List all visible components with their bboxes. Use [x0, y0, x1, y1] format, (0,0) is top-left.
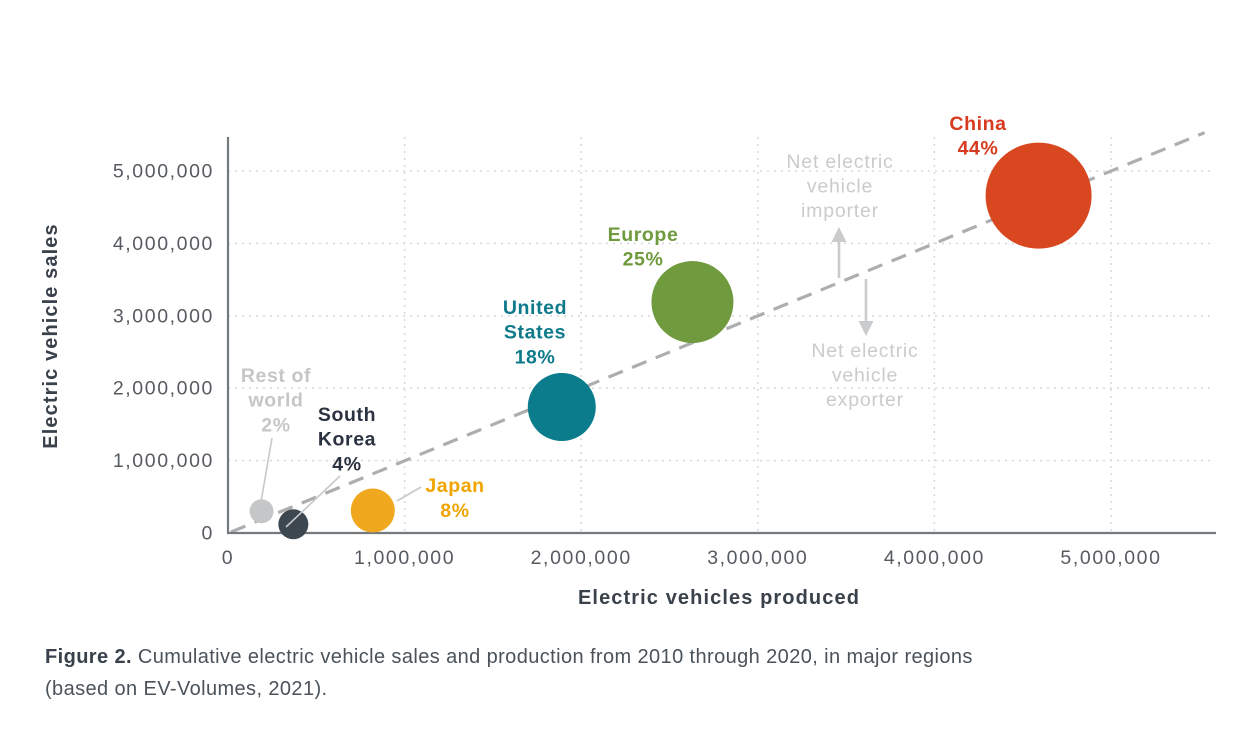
net-importer-arrow-head-icon	[831, 227, 847, 242]
x-tick-label: 1,000,000	[354, 547, 455, 569]
annotation-net-importer-line: importer	[801, 200, 879, 222]
bubble-label-rest-of-world-line: 2%	[261, 414, 290, 436]
bubble-label-south-korea-line: South	[318, 404, 376, 426]
x-tick-label: 2,000,000	[531, 547, 632, 569]
figure-caption-text: Cumulative electric vehicle sales and pr…	[45, 646, 973, 700]
figure-2-chart: Net electric vehicle importer Net electric v…	[40, 113, 1216, 609]
annotation-net-exporter-line: exporter	[826, 389, 904, 411]
y-tick-label: 4,000,000	[113, 233, 214, 255]
bubble-label-south-korea-line: 4%	[332, 453, 361, 475]
bubble-europe	[651, 261, 734, 344]
y-tick-label: 3,000,000	[113, 305, 214, 327]
annotation-net-exporter-line: vehicle	[832, 365, 898, 387]
bubble-label-europe-line: 25%	[623, 249, 664, 271]
bubble-japan	[350, 488, 395, 533]
bubble-label-united-states-line: States	[504, 322, 566, 344]
bubble-label-europe-line: Europe	[608, 224, 679, 246]
figure-caption: Figure 2. Cumulative electric vehicle sa…	[45, 641, 1030, 705]
x-tick-label: 0	[222, 547, 234, 569]
bubble-label-china-line: 44%	[958, 138, 999, 160]
leader-line-japan	[396, 486, 422, 502]
annotation-net-importer-line: Net electric	[786, 151, 893, 173]
annotation-net-exporter-line: Net electric	[811, 340, 918, 362]
y-tick-label: 2,000,000	[113, 378, 214, 400]
x-tick-label: 4,000,000	[884, 547, 985, 569]
y-tick-label: 1,000,000	[113, 450, 214, 472]
bubble-label-rest-of-world-line: Rest of	[241, 365, 311, 387]
bubble-label-japan-line: Japan	[425, 475, 484, 497]
x-tick-label: 3,000,000	[707, 547, 808, 569]
net-exporter-arrow-head-icon	[858, 321, 874, 336]
annotation-net-importer-line: vehicle	[807, 176, 873, 198]
bubble-south-korea	[278, 509, 309, 540]
y-tick-label: 0	[202, 523, 214, 545]
bubble-rest-of-world	[249, 499, 274, 524]
x-tick-label: 5,000,000	[1060, 547, 1161, 569]
y-axis-title: Electric vehicle sales	[40, 223, 62, 448]
figure-caption-label: Figure 2.	[45, 646, 132, 668]
y-tick-label: 5,000,000	[113, 161, 214, 183]
bubble-united-states	[527, 373, 596, 442]
bubble-label-south-korea-line: Korea	[318, 429, 376, 451]
x-axis-title: Electric vehicles produced	[578, 587, 860, 609]
bubble-label-rest-of-world-line: world	[248, 390, 304, 412]
bubble-china	[985, 142, 1092, 249]
bubble-label-china-line: China	[949, 113, 1006, 135]
bubble-label-united-states-line: United	[503, 297, 567, 319]
bubble-label-united-states-line: 18%	[515, 346, 556, 368]
leader-line-rest-of-world	[260, 437, 273, 503]
leader-line-south-korea	[285, 475, 341, 528]
bubble-label-japan-line: 8%	[440, 500, 469, 522]
